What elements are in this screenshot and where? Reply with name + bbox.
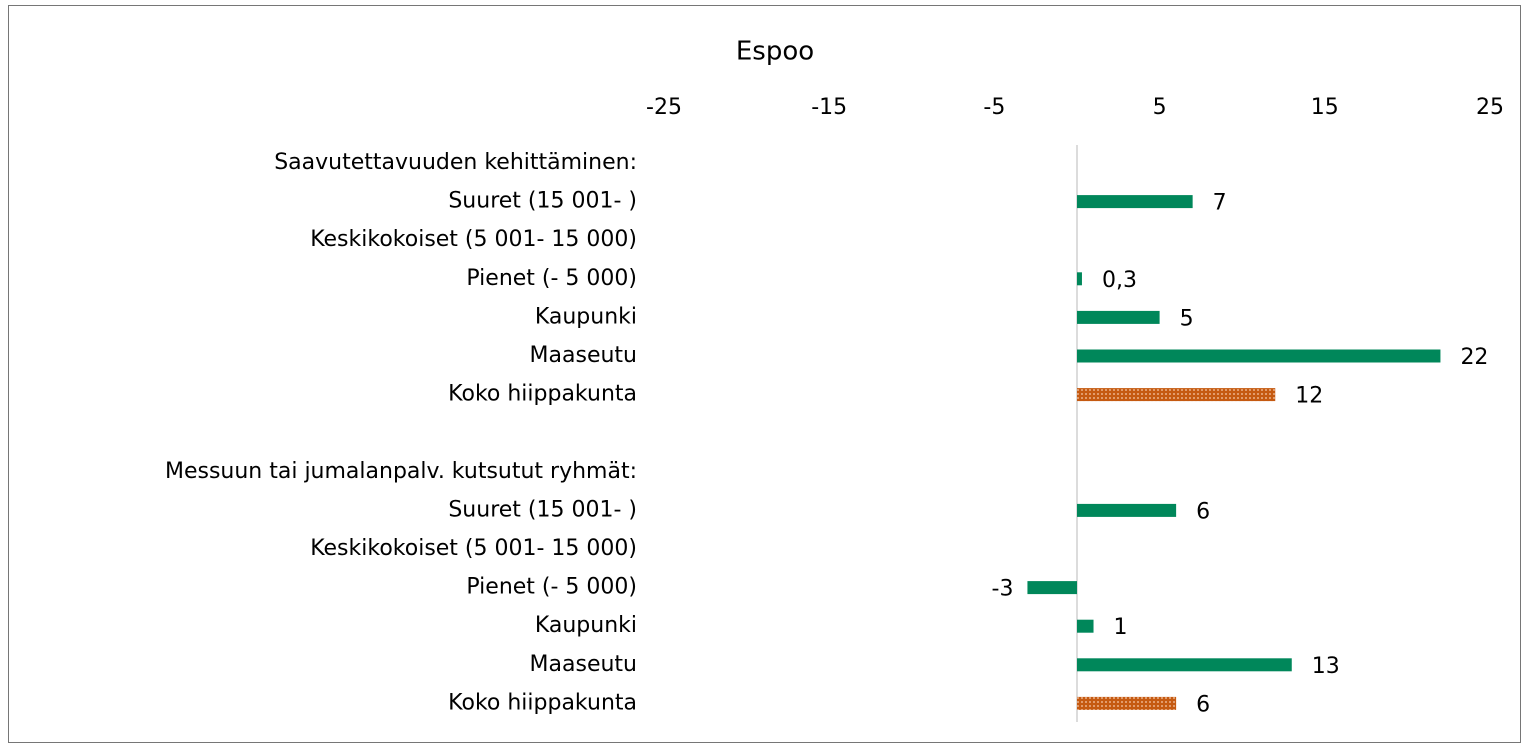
- chart-frame: [8, 5, 1521, 743]
- y-tick-label: Maaseutu: [530, 652, 637, 677]
- bar: [1027, 581, 1077, 595]
- x-tick-label: 15: [1311, 95, 1339, 120]
- value-label: 6: [1196, 499, 1210, 524]
- bar: [1077, 310, 1160, 324]
- y-tick-label: Pienet (- 5 000): [466, 266, 637, 291]
- x-tick-label: 5: [1153, 95, 1167, 120]
- value-label: 0,3: [1102, 268, 1137, 293]
- y-tick-label: Keskikokoiset (5 001- 15 000): [310, 536, 637, 561]
- bar: [1077, 349, 1441, 363]
- bar: [1077, 388, 1276, 402]
- y-tick-label: Saavutettavuuden kehittäminen:: [274, 150, 637, 175]
- x-tick-label: -5: [983, 95, 1005, 120]
- value-label: 1: [1114, 615, 1128, 640]
- y-tick-label: Maaseutu: [530, 343, 637, 368]
- y-tick-label: Suuret (15 001- ): [448, 497, 637, 522]
- chart-title: Espoo: [736, 37, 814, 67]
- y-tick-label: Suuret (15 001- ): [448, 189, 637, 214]
- y-tick-label: Koko hiippakunta: [448, 382, 637, 407]
- y-tick-label: Kaupunki: [535, 613, 637, 638]
- value-label: 6: [1196, 692, 1210, 717]
- bar: [1077, 195, 1193, 209]
- value-label: 12: [1295, 384, 1323, 409]
- value-label: 5: [1180, 306, 1194, 331]
- y-tick-label: Koko hiippakunta: [448, 690, 637, 715]
- x-tick-label: -15: [811, 95, 847, 120]
- x-tick-label: -25: [646, 95, 682, 120]
- y-tick-label: Pienet (- 5 000): [466, 575, 637, 600]
- bar: [1077, 696, 1177, 710]
- y-tick-label: Keskikokoiset (5 001- 15 000): [310, 227, 637, 252]
- bar: [1077, 619, 1094, 633]
- bar: [1077, 658, 1292, 672]
- y-tick-label: Kaupunki: [535, 304, 637, 329]
- value-label: 22: [1460, 345, 1488, 370]
- bar: [1077, 272, 1082, 286]
- value-label: 13: [1312, 654, 1340, 679]
- y-tick-label: Messuun tai jumalanpalv. kutsutut ryhmät…: [165, 459, 637, 484]
- value-label: -3: [992, 577, 1014, 602]
- value-label: 7: [1213, 191, 1227, 216]
- bar: [1077, 503, 1177, 517]
- x-tick-label: 25: [1476, 95, 1504, 120]
